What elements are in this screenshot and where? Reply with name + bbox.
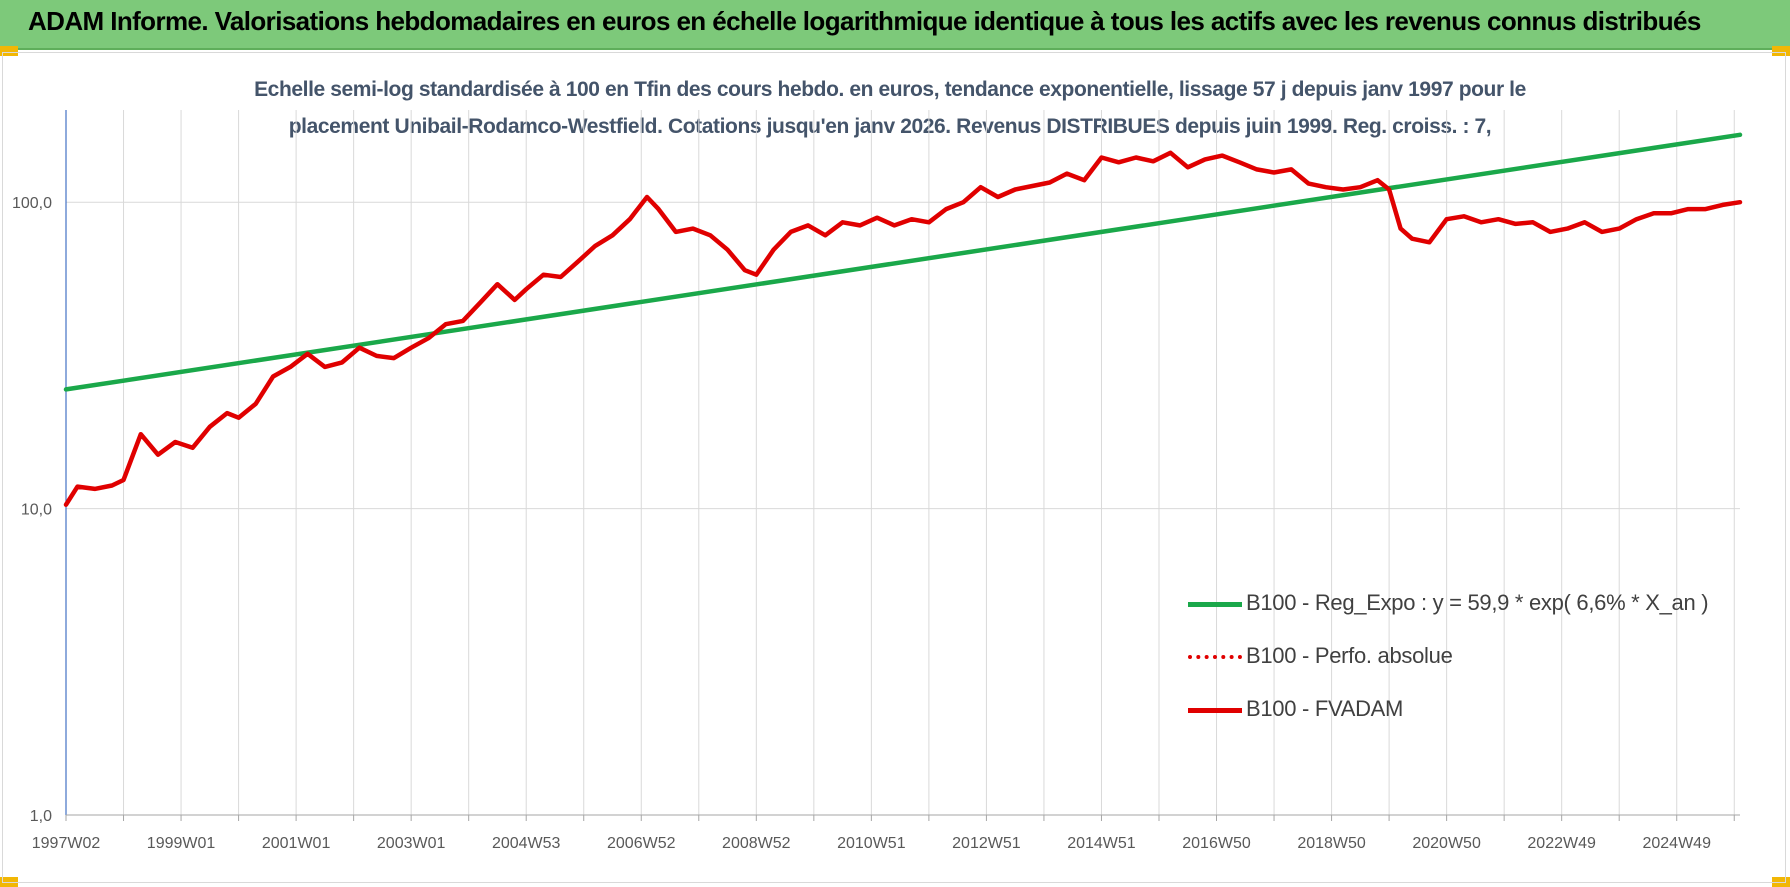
y-tick-label: 1,0 — [30, 808, 52, 825]
x-tick-label: 2018W50 — [1297, 835, 1366, 852]
corner-marker — [0, 46, 18, 56]
header-title: ADAM Informe. Valorisations hebdomadaire… — [28, 6, 1701, 36]
chart-area-border — [2, 52, 1786, 883]
x-tick-label: 1997W02 — [32, 835, 101, 852]
x-tick-label: 2022W49 — [1527, 835, 1596, 852]
x-tick-label: 2012W51 — [952, 835, 1021, 852]
x-tick-label: 2024W49 — [1642, 835, 1711, 852]
header-bar: ADAM Informe. Valorisations hebdomadaire… — [0, 0, 1790, 50]
x-tick-label: 2004W53 — [492, 835, 561, 852]
x-tick-label: 2020W50 — [1412, 835, 1481, 852]
chart-legend: B100 - Reg_Expo : y = 59,9 * exp( 6,6% *… — [1188, 590, 1709, 750]
x-tick-label: 2003W01 — [377, 835, 446, 852]
axis-layer — [65, 110, 1740, 821]
label-layer: 1,0 10,0 100,0 1997W02 1999W01 2001W01 2003W01… — [12, 195, 1711, 852]
series-line-fvadam — [63, 150, 1743, 507]
series-line-reg-expo — [63, 132, 1743, 392]
x-tick-label: 2014W51 — [1067, 835, 1136, 852]
legend-swatch-red-dotted — [1188, 655, 1242, 659]
x-tick-label: 2016W50 — [1182, 835, 1251, 852]
x-tick-label: 2001W01 — [262, 835, 331, 852]
legend-swatch-red-solid — [1188, 708, 1242, 713]
y-tick-label: 10,0 — [21, 502, 52, 519]
legend-label: B100 - Perfo. absolue — [1246, 643, 1453, 668]
legend-label: B100 - Reg_Expo : y = 59,9 * exp( 6,6% *… — [1246, 590, 1709, 615]
legend-label: B100 - FVADAM — [1246, 696, 1404, 721]
corner-marker — [1772, 46, 1790, 56]
x-tick-label: 2008W52 — [722, 835, 791, 852]
legend-entry-fvadam: B100 - FVADAM — [1188, 696, 1708, 726]
chart-subtitle-line-1: Echelle semi-log standardisée à 100 en T… — [254, 78, 1526, 101]
legend-entry-perfo-absolue: B100 - Perfo. absolue — [1188, 643, 1708, 673]
x-tick-label: 1999W01 — [147, 835, 216, 852]
x-tick-label: 2010W51 — [837, 835, 906, 852]
x-tick-label: 2006W52 — [607, 835, 676, 852]
legend-entry-reg-expo: B100 - Reg_Expo : y = 59,9 * exp( 6,6% *… — [1188, 590, 1709, 620]
chart-subtitle-line-2: placement Unibail-Rodamco-Westfield. Cot… — [288, 115, 1492, 138]
y-tick-label: 100,0 — [12, 195, 52, 212]
series-layer — [63, 132, 1743, 507]
legend-swatch-green-solid — [1188, 602, 1242, 607]
